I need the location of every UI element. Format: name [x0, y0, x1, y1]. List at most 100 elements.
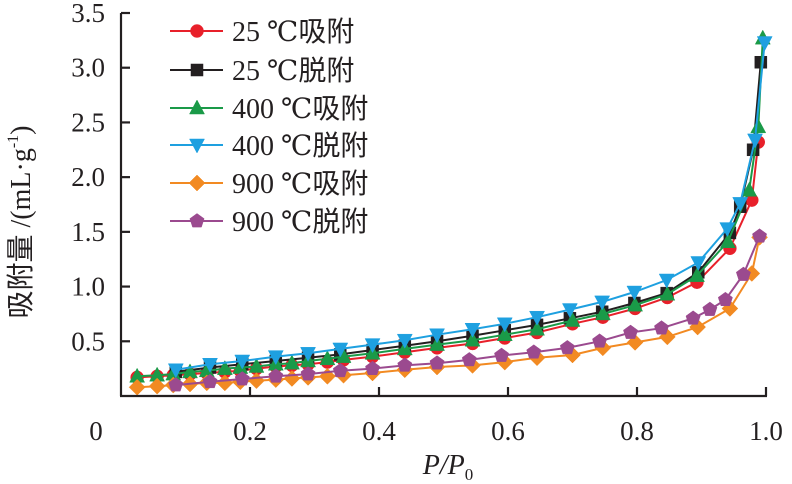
data-point	[234, 354, 251, 370]
y-ticks: 0.5 1.0 1.5 2.0 2.5 3.0 3.5	[71, 0, 130, 356]
legend-marker	[189, 99, 205, 115]
data-point	[752, 228, 767, 243]
x-axis-title-sub: 0	[465, 465, 474, 484]
data-point	[464, 331, 481, 347]
data-point	[267, 350, 284, 366]
x-tick-label: 0.4	[362, 416, 396, 446]
legend-marker	[190, 24, 204, 38]
series-line	[137, 38, 764, 378]
data-point	[720, 233, 736, 248]
data-point	[494, 347, 509, 362]
data-point	[148, 377, 166, 395]
y-tick-label: 3.5	[71, 0, 105, 28]
data-point	[717, 291, 733, 307]
y-axis-title-close: )	[6, 126, 37, 135]
data-point	[529, 310, 545, 326]
data-point	[735, 266, 751, 281]
data-point	[562, 303, 578, 319]
data-point	[397, 357, 413, 372]
data-point	[364, 338, 381, 354]
data-point	[594, 305, 611, 321]
data-point	[429, 328, 445, 344]
data-point	[248, 372, 265, 390]
origin-label: 0	[89, 416, 103, 446]
legend-item: 25 ℃脱附	[170, 55, 354, 87]
data-point	[234, 371, 250, 386]
data-point	[168, 377, 184, 392]
data-point	[719, 222, 736, 238]
data-point	[429, 336, 445, 351]
legend-item: 400 ℃脱附	[170, 130, 368, 162]
y-axis-title-main: 吸附量 /(mL·g	[5, 148, 37, 318]
plot-series	[128, 29, 773, 396]
data-point	[268, 368, 284, 383]
x-axis-title-main: P/P	[422, 450, 465, 481]
data-point	[594, 295, 611, 311]
y-tick-label: 1.0	[71, 272, 105, 302]
legend-label: 900 ℃吸附	[232, 168, 368, 200]
data-point	[526, 344, 542, 359]
y-axis-title: 吸附量 /(mL·g-1)	[5, 126, 37, 319]
data-point	[592, 333, 608, 348]
data-point	[216, 374, 234, 392]
y-tick-label: 1.5	[71, 217, 105, 247]
y-tick-label: 2.5	[71, 107, 105, 137]
data-point	[529, 320, 545, 336]
series-25c-adsorption	[130, 135, 766, 385]
data-point	[627, 296, 643, 312]
data-point	[300, 366, 316, 381]
legend-item: 400 ℃吸附	[170, 93, 368, 125]
data-point	[332, 363, 348, 378]
data-point	[559, 340, 575, 355]
y-tick-label: 0.5	[71, 326, 105, 356]
data-point	[654, 320, 669, 335]
y-axis-title-sup: -1	[5, 135, 22, 148]
data-point	[659, 285, 676, 301]
data-point	[365, 360, 380, 375]
data-point	[623, 324, 638, 339]
data-point	[396, 333, 413, 349]
data-point	[284, 354, 300, 370]
data-point	[283, 370, 301, 387]
data-point	[496, 326, 513, 341]
legend-marker	[189, 213, 205, 228]
data-point	[702, 301, 718, 316]
legend-marker	[188, 174, 206, 192]
legend-marker	[190, 63, 204, 77]
axes	[119, 13, 767, 398]
data-point	[461, 352, 477, 367]
legend-item: 900 ℃吸附	[170, 168, 368, 200]
data-point	[300, 347, 316, 362]
legend-item: 900 ℃脱附	[170, 206, 368, 238]
y-tick-label: 2.0	[71, 162, 105, 192]
series-900c-desorption	[168, 228, 767, 392]
series-400c-desorption	[167, 36, 773, 379]
data-point	[689, 267, 705, 282]
data-point	[658, 273, 675, 289]
legend-label: 400 ℃脱附	[232, 130, 368, 162]
x-tick-label: 0.6	[491, 416, 525, 446]
x-tick-label: 0.2	[233, 416, 267, 446]
x-ticks: 0.2 0.4 0.6 0.8 1.0	[233, 387, 783, 446]
data-point	[747, 133, 763, 149]
series-400c-adsorption	[129, 29, 771, 383]
data-point	[429, 355, 445, 370]
data-point	[750, 118, 767, 134]
legend-label: 900 ℃脱附	[232, 206, 368, 238]
legend-label: 25 ℃脱附	[232, 55, 354, 87]
data-point	[732, 197, 749, 212]
data-point	[564, 311, 581, 327]
data-point	[626, 285, 643, 301]
data-point	[496, 317, 513, 333]
data-point	[332, 342, 349, 358]
legend: 25 ℃吸附 25 ℃脱附 400 ℃吸附 400 ℃脱附 900 ℃吸附 900 ℃脱附	[170, 16, 368, 238]
data-point	[756, 36, 773, 52]
data-point	[167, 363, 184, 379]
data-point	[202, 373, 218, 389]
x-tick-label: 1.0	[749, 416, 783, 446]
data-point	[741, 181, 758, 197]
data-point	[202, 358, 218, 373]
x-axis-title: P/P0	[422, 450, 474, 484]
legend-label: 400 ℃吸附	[232, 93, 368, 125]
legend-item: 25 ℃吸附	[170, 16, 354, 48]
